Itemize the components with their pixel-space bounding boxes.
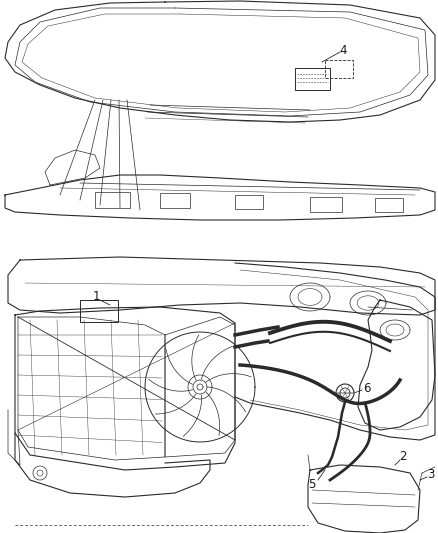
Bar — [80, 300, 118, 322]
Text: 3: 3 — [427, 469, 434, 481]
Circle shape — [336, 384, 354, 402]
Text: 1: 1 — [92, 290, 100, 303]
Text: 4: 4 — [339, 44, 347, 56]
Text: 5: 5 — [308, 479, 316, 491]
Text: 2: 2 — [399, 450, 407, 464]
Text: 6: 6 — [363, 382, 371, 394]
Bar — [160, 193, 190, 208]
Bar — [235, 195, 263, 209]
Bar — [95, 192, 130, 208]
Bar — [310, 197, 342, 212]
Bar — [375, 198, 403, 212]
Bar — [295, 68, 330, 90]
Bar — [325, 60, 353, 78]
